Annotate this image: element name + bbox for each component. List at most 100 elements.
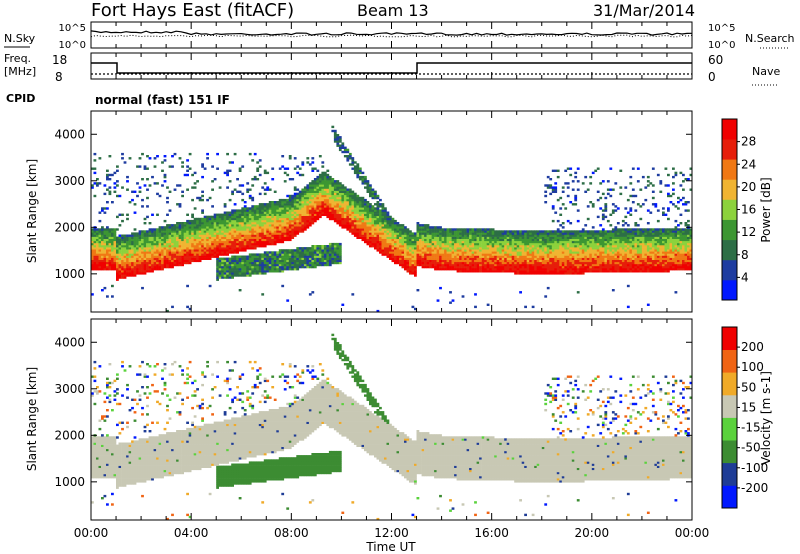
power-cell xyxy=(506,259,510,263)
power-cell xyxy=(474,251,477,254)
power-cell xyxy=(156,228,159,231)
power-cell xyxy=(486,230,490,233)
power-cell xyxy=(441,236,445,239)
power-cell xyxy=(371,230,375,233)
power-cell xyxy=(546,257,550,260)
power-cell xyxy=(376,245,380,248)
power-cell xyxy=(251,230,255,233)
power-cell xyxy=(316,192,320,196)
power-cell xyxy=(253,207,257,210)
power-cell xyxy=(298,211,302,214)
power-cell xyxy=(554,190,558,193)
power-cell xyxy=(133,261,137,265)
power-cell xyxy=(146,188,149,191)
power-cell xyxy=(281,234,285,237)
power-cell xyxy=(206,255,209,258)
power-cell xyxy=(246,213,250,216)
power-cell xyxy=(351,219,355,223)
power-cell xyxy=(524,268,527,271)
power-cell xyxy=(338,209,342,212)
power-cell xyxy=(396,230,400,233)
power-cell xyxy=(374,222,377,225)
power-cell xyxy=(436,236,440,239)
power-cell xyxy=(496,251,500,254)
power-cell xyxy=(116,245,119,248)
power-cell xyxy=(411,247,415,250)
power-cell xyxy=(348,194,352,198)
power-cell xyxy=(566,230,570,233)
power-cell xyxy=(303,219,307,223)
power-cell xyxy=(126,245,129,248)
power-cell xyxy=(384,228,387,231)
power-cell xyxy=(384,213,387,216)
power-cell xyxy=(496,253,500,256)
power-cell xyxy=(551,261,555,265)
power-cell xyxy=(561,236,565,239)
power-cell xyxy=(519,242,522,246)
power-cell xyxy=(514,265,517,269)
power-cell xyxy=(286,213,290,216)
power-cell xyxy=(183,232,187,235)
power-cell xyxy=(514,232,517,235)
power-cell xyxy=(133,234,137,237)
power-cell xyxy=(384,215,387,219)
power-cell xyxy=(283,211,287,214)
power-cell xyxy=(406,259,410,263)
power-cell xyxy=(446,259,450,263)
power-cell xyxy=(396,251,400,254)
power-cell xyxy=(123,238,127,242)
power-cell xyxy=(358,232,362,235)
power-cell xyxy=(298,257,302,260)
power-cell xyxy=(151,253,154,256)
power-cell xyxy=(446,247,450,250)
power-cell xyxy=(369,203,372,206)
power-cell xyxy=(111,284,114,288)
power-cell xyxy=(356,236,360,239)
power-cell xyxy=(91,263,94,267)
power-cell xyxy=(394,222,397,225)
power-cell xyxy=(236,219,239,223)
power-cell xyxy=(153,234,157,237)
power-cell xyxy=(203,255,207,258)
power-cell xyxy=(549,255,553,258)
power-cell xyxy=(216,238,219,242)
power-cell xyxy=(221,222,224,225)
power-cell xyxy=(156,240,159,244)
power-cell xyxy=(416,224,420,227)
power-cell xyxy=(323,171,327,175)
power-cell xyxy=(251,234,255,237)
power-cell xyxy=(306,157,310,160)
power-cell xyxy=(526,232,530,235)
power-cell xyxy=(336,222,340,225)
power-cell xyxy=(266,209,270,212)
power-cell xyxy=(311,194,315,198)
power-cell xyxy=(263,211,267,214)
power-cell xyxy=(361,215,365,219)
power-cell xyxy=(246,219,250,223)
power-cell xyxy=(559,272,563,275)
power-cell xyxy=(369,240,372,244)
power-cell xyxy=(253,234,257,237)
power-cell xyxy=(539,261,542,265)
power-cell xyxy=(246,238,250,242)
power-cell xyxy=(343,201,347,204)
power-cell xyxy=(176,249,179,252)
power-cell xyxy=(166,265,169,269)
power-cell xyxy=(281,253,285,256)
power-cell xyxy=(534,268,537,271)
power-cell xyxy=(288,198,292,202)
power-cell xyxy=(561,251,565,254)
power-cell xyxy=(534,247,537,250)
power-cell xyxy=(496,230,500,233)
power-cell xyxy=(414,274,417,277)
power-cell xyxy=(426,238,430,242)
power-cell xyxy=(554,268,558,271)
power-cell xyxy=(301,215,305,219)
power-cell xyxy=(243,224,247,227)
power-cell xyxy=(228,259,232,263)
power-cell xyxy=(121,263,124,267)
power-cell xyxy=(261,207,265,210)
power-cell xyxy=(258,232,262,235)
power-cell xyxy=(301,209,305,212)
power-cell xyxy=(181,194,184,198)
